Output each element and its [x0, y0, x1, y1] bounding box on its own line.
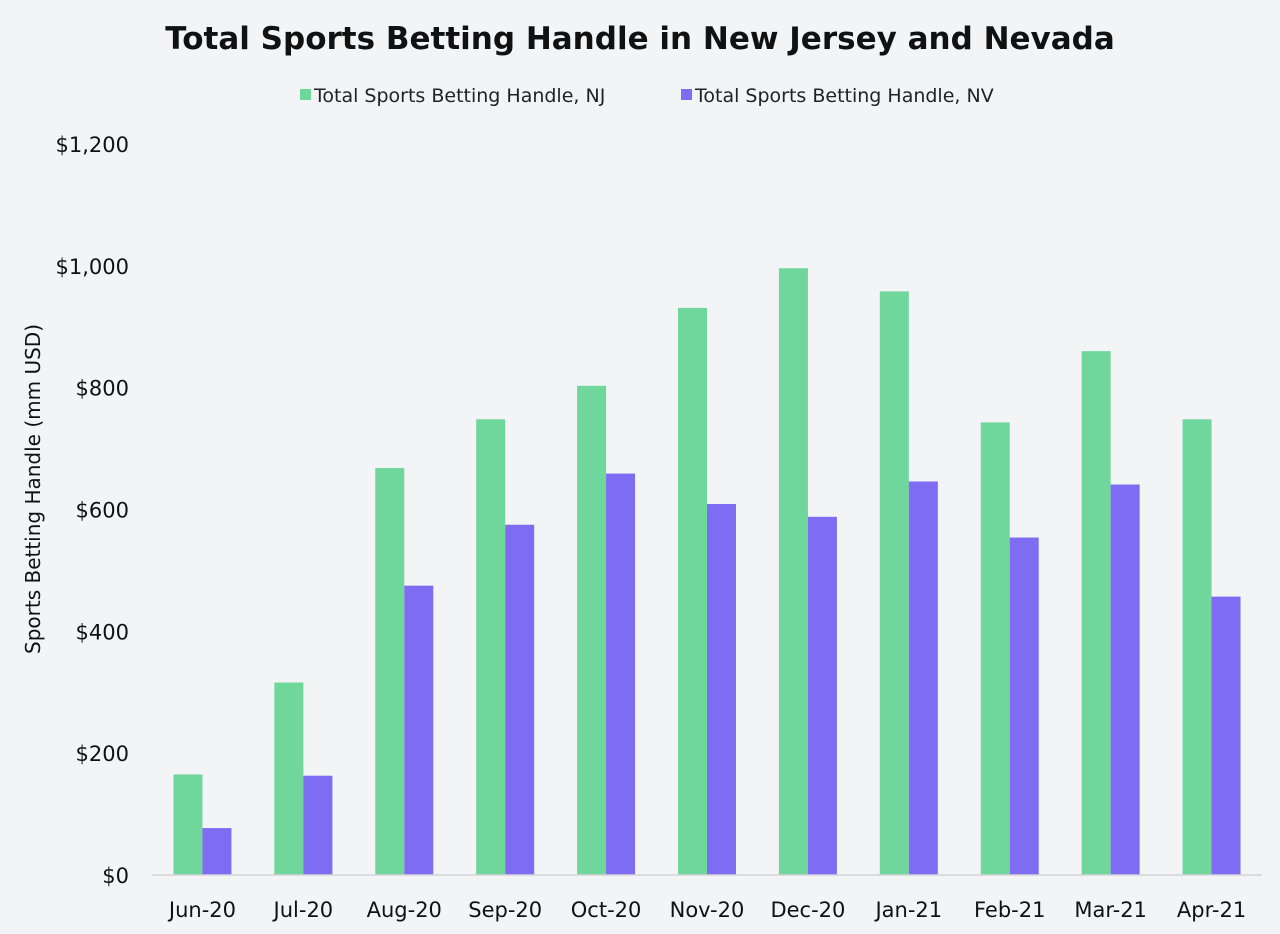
legend-label: Total Sports Betting Handle, NJ [313, 85, 605, 107]
bar-nv [404, 585, 434, 875]
bar-nj [879, 291, 909, 875]
bar-nj [980, 422, 1010, 875]
bar-nv [202, 828, 232, 875]
y-tick-label: $1,000 [56, 255, 129, 279]
bar-nj [577, 385, 607, 875]
chart-legend: Total Sports Betting Handle, NJ Total Spo… [300, 85, 994, 107]
bar-nj [375, 468, 405, 875]
x-tick-label: Mar-21 [1074, 898, 1147, 922]
bar-nv [1110, 484, 1140, 875]
y-axis-title: Sports Betting Handle (mm USD) [21, 324, 45, 654]
bar-nv [505, 524, 535, 875]
x-tick-label: Feb-21 [974, 898, 1045, 922]
x-tick-label: Sep-20 [468, 898, 542, 922]
y-tick-label: $600 [76, 499, 129, 523]
bar-nv [1009, 537, 1039, 875]
y-axis-ticks: $0 $200 $400 $600 $800 $1,000 $1,200 [56, 133, 129, 888]
bar-nj [678, 307, 707, 875]
x-tick-label: Jun-20 [167, 898, 236, 922]
bar-nv [707, 504, 736, 875]
legend-swatch [300, 89, 311, 100]
x-tick-label: Apr-21 [1177, 898, 1246, 922]
y-tick-label: $0 [102, 864, 129, 888]
y-tick-label: $800 [76, 377, 129, 401]
bar-nv [807, 516, 837, 875]
y-tick-label: $400 [76, 620, 129, 644]
bar-nv [606, 473, 636, 875]
x-axis-ticks: Jun-20 Jul-20 Aug-20 Sep-20 Oct-20 Nov-20 Dec-… [167, 898, 1246, 922]
y-tick-label: $200 [76, 742, 129, 766]
bar-nj [778, 268, 808, 875]
bar-nv [303, 775, 333, 875]
chart-title: Total Sports Betting Handle in New Jerse… [165, 21, 1115, 57]
x-tick-label: Jul-20 [272, 898, 334, 922]
bar-nj [173, 774, 203, 875]
x-tick-label: Jan-21 [873, 898, 942, 922]
legend-swatch [681, 89, 692, 100]
bar-nv [908, 481, 938, 875]
bar-nj [274, 682, 304, 875]
bar-nj [1081, 351, 1111, 875]
y-tick-label: $1,200 [56, 133, 129, 157]
x-tick-label: Nov-20 [670, 898, 745, 922]
x-tick-label: Oct-20 [571, 898, 642, 922]
bar-nv [1211, 596, 1241, 875]
bar-nj [476, 419, 506, 875]
bars [173, 268, 1241, 875]
x-tick-label: Dec-20 [770, 898, 845, 922]
legend-label: Total Sports Betting Handle, NV [694, 85, 994, 107]
x-tick-label: Aug-20 [367, 898, 442, 922]
bar-nj [1182, 419, 1212, 875]
